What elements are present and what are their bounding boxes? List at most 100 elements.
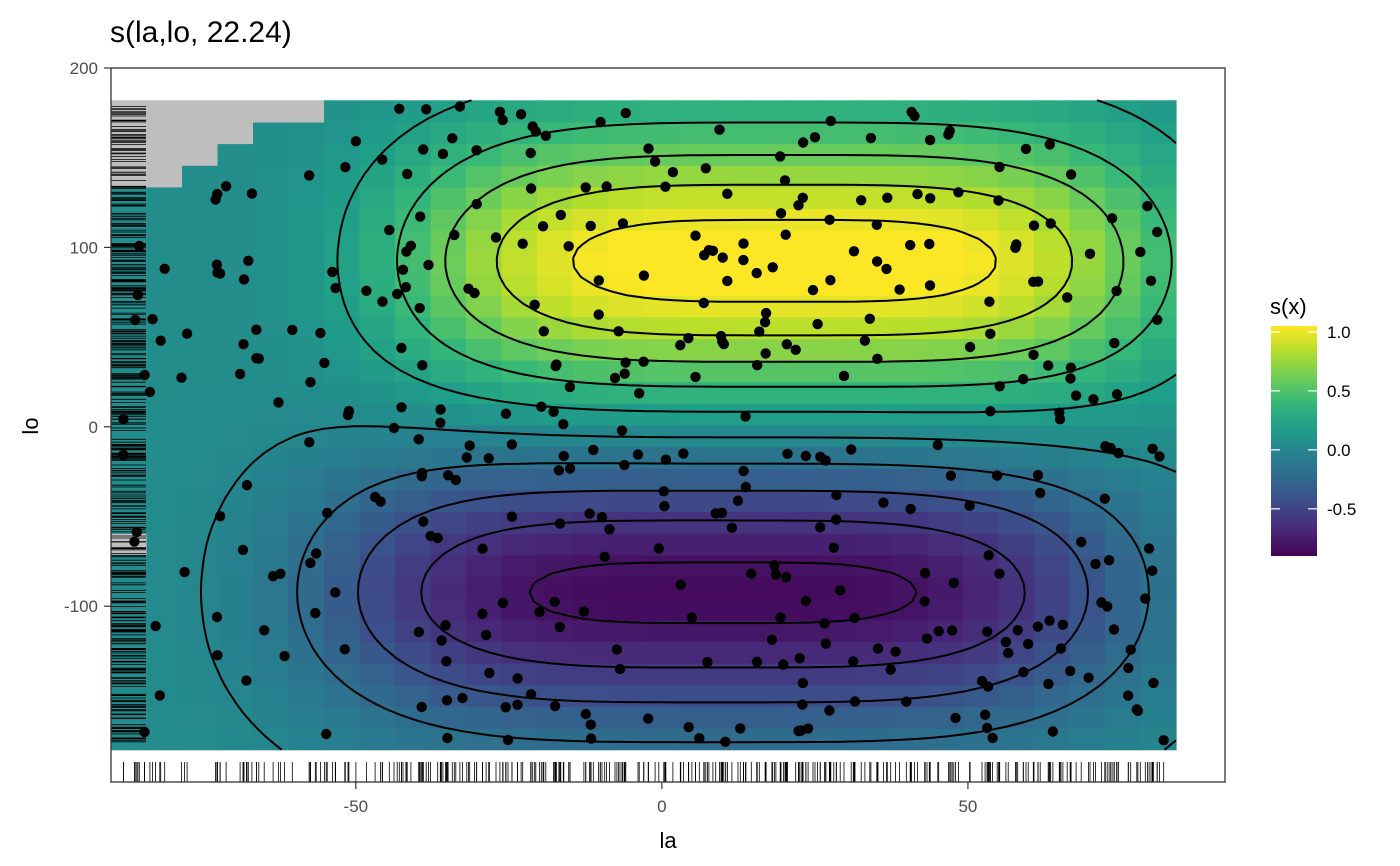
heatmap-tile — [998, 100, 1035, 123]
data-point — [1054, 407, 1065, 418]
y-axis: -100 0 100 200 — [64, 59, 111, 616]
data-point — [375, 496, 386, 507]
data-point — [781, 339, 792, 350]
heatmap-tile — [608, 316, 645, 339]
data-point — [987, 732, 998, 744]
data-point — [454, 101, 466, 112]
heatmap-tile — [324, 165, 361, 188]
heatmap-tile — [963, 381, 1000, 404]
heatmap-tile — [714, 295, 751, 318]
data-point — [1047, 726, 1059, 737]
data-point — [1111, 285, 1122, 297]
contour-line — [444, 154, 1125, 363]
heatmap-tile — [466, 338, 503, 361]
heatmap-tile — [1105, 403, 1142, 426]
heatmap-tile — [146, 468, 183, 491]
data-point — [993, 195, 1004, 206]
data-point — [212, 650, 223, 661]
heatmap-tile — [750, 403, 787, 426]
heatmap-tile — [998, 663, 1035, 686]
data-point — [740, 411, 751, 422]
heatmap-tile — [998, 446, 1035, 469]
data-point — [497, 114, 508, 126]
heatmap-tile — [537, 273, 574, 296]
heatmap-tile — [359, 663, 396, 686]
data-point — [471, 198, 482, 210]
heatmap-tile — [253, 316, 290, 339]
heatmap-tile — [643, 273, 680, 296]
heatmap-tile — [1105, 295, 1142, 318]
data-point — [912, 188, 923, 200]
data-point — [251, 324, 262, 335]
heatmap-tile — [217, 706, 254, 729]
data-point — [828, 542, 839, 553]
heatmap-tile — [608, 598, 645, 621]
heatmap-tile — [146, 663, 183, 686]
data-point — [554, 621, 565, 633]
heatmap-tile — [998, 576, 1035, 599]
heatmap-tile — [821, 295, 858, 318]
heatmap-tile — [253, 511, 290, 534]
heatmap-tile — [146, 186, 183, 210]
data-point — [722, 275, 733, 287]
heatmap-tile — [501, 273, 538, 296]
data-point — [588, 444, 599, 456]
data-point — [1032, 470, 1044, 481]
data-point — [179, 566, 190, 578]
heatmap-tile — [1105, 706, 1142, 729]
data-point — [322, 507, 333, 519]
heatmap-tile — [572, 663, 609, 686]
heatmap-tile — [324, 425, 361, 448]
heatmap-tile — [288, 641, 325, 664]
heatmap-tile — [679, 425, 716, 448]
heatmap-tile — [856, 360, 893, 383]
data-point — [700, 163, 711, 174]
heatmap-tile — [253, 251, 290, 274]
heatmap-tile — [643, 511, 680, 534]
heatmap-tile — [1105, 165, 1142, 188]
heatmap-tile — [643, 230, 680, 253]
heatmap-tile — [288, 230, 325, 253]
heatmap-tile — [608, 533, 645, 556]
data-point — [619, 459, 630, 471]
data-point — [890, 646, 901, 657]
data-point — [924, 280, 936, 291]
heatmap-tile — [1034, 230, 1071, 253]
data-point — [154, 690, 165, 701]
heatmap-tile — [466, 100, 503, 123]
data-point — [1012, 625, 1023, 636]
heatmap-tile — [750, 663, 787, 686]
heatmap-tile — [324, 316, 361, 339]
heatmap-tile — [466, 381, 503, 404]
heatmap-tile — [253, 100, 290, 123]
heatmap-tile — [679, 489, 716, 513]
heatmap-tile — [324, 511, 361, 534]
data-point — [1020, 143, 1032, 155]
heatmap-tile — [537, 186, 574, 210]
data-point — [849, 612, 860, 624]
heatmap-tile — [856, 403, 893, 426]
x-tick-label: 0 — [657, 797, 666, 816]
data-point — [1043, 678, 1054, 690]
contour-line — [336, 99, 1177, 414]
data-point — [440, 620, 451, 631]
heatmap-tile — [608, 403, 645, 426]
heatmap-tile — [963, 663, 1000, 686]
heatmap-tile — [892, 251, 929, 274]
data-point — [983, 550, 994, 561]
data-point — [820, 638, 832, 649]
heatmap-tile — [963, 446, 1000, 469]
heatmap-tile — [1140, 728, 1177, 751]
data-point — [506, 439, 518, 450]
heatmap-tile — [253, 381, 290, 404]
heatmap-tile — [1105, 468, 1142, 491]
data-point — [275, 568, 286, 579]
data-point — [778, 659, 789, 670]
data-point — [1003, 647, 1014, 659]
heatmap-tile — [466, 208, 503, 231]
contour-line — [420, 519, 1026, 669]
heatmap-tile — [927, 576, 964, 599]
data-point — [340, 162, 351, 173]
heatmap-tile — [146, 403, 183, 426]
heatmap-tile — [146, 360, 183, 383]
